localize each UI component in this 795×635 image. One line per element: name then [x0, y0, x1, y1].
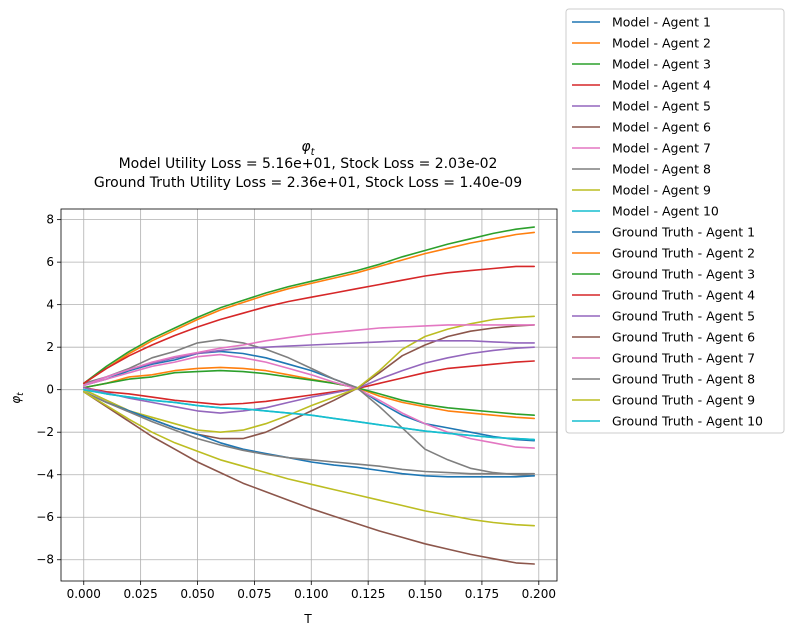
x-tick-label: 0.050 [180, 587, 214, 601]
legend-label: Model - Agent 7 [612, 141, 711, 156]
x-tick-label: 0.100 [294, 587, 328, 601]
legend-label: Ground Truth - Agent 2 [612, 246, 755, 261]
legend-label: Ground Truth - Agent 10 [612, 414, 763, 429]
legend-label: Model - Agent 5 [612, 99, 711, 114]
y-tick-label: −4 [36, 468, 54, 482]
legend-frame [566, 9, 784, 433]
chart-title-line-2: Model Utility Loss = 5.16e+01, Stock Los… [119, 156, 498, 172]
y-tick-label: 8 [46, 213, 54, 227]
x-tick-label: 0.025 [123, 587, 157, 601]
y-tick-label: 2 [46, 340, 54, 354]
x-tick-label: 0.175 [465, 587, 499, 601]
x-tick-label: 0.075 [237, 587, 271, 601]
y-tick-label: 4 [46, 298, 54, 312]
y-tick-label: −6 [36, 510, 54, 524]
x-tick-label: 0.200 [522, 587, 556, 601]
x-axis-label: T [303, 612, 312, 626]
legend-label: Model - Agent 9 [612, 183, 711, 198]
legend-label: Ground Truth - Agent 1 [612, 225, 755, 240]
y-tick-label: −2 [36, 425, 54, 439]
legend-label: Model - Agent 8 [612, 162, 711, 177]
legend-label: Model - Agent 6 [612, 120, 711, 135]
chart-title-line-3: Ground Truth Utility Loss = 2.36e+01, St… [94, 175, 522, 191]
legend-label: Ground Truth - Agent 9 [612, 393, 755, 408]
legend-label: Ground Truth - Agent 4 [612, 288, 755, 303]
legend-label: Model - Agent 10 [612, 204, 719, 219]
legend-label: Ground Truth - Agent 6 [612, 330, 755, 345]
legend-label: Ground Truth - Agent 8 [612, 372, 755, 387]
legend-label: Model - Agent 1 [612, 15, 711, 30]
x-tick-label: 0.125 [351, 587, 385, 601]
y-tick-label: −8 [36, 553, 54, 567]
legend: Model - Agent 1 Model - Agent 2 Model - Ag… [566, 9, 784, 433]
legend-label: Model - Agent 4 [612, 78, 711, 93]
y-tick-label: 6 [46, 255, 54, 269]
legend-label: Ground Truth - Agent 5 [612, 309, 755, 324]
legend-label: Ground Truth - Agent 7 [612, 351, 755, 366]
legend-label: Model - Agent 2 [612, 36, 711, 51]
legend-label: Model - Agent 3 [612, 57, 711, 72]
x-tick-label: 0.150 [408, 587, 442, 601]
x-tick-label: 0.000 [67, 587, 101, 601]
legend-label: Ground Truth - Agent 3 [612, 267, 755, 282]
y-tick-label: 0 [46, 383, 54, 397]
